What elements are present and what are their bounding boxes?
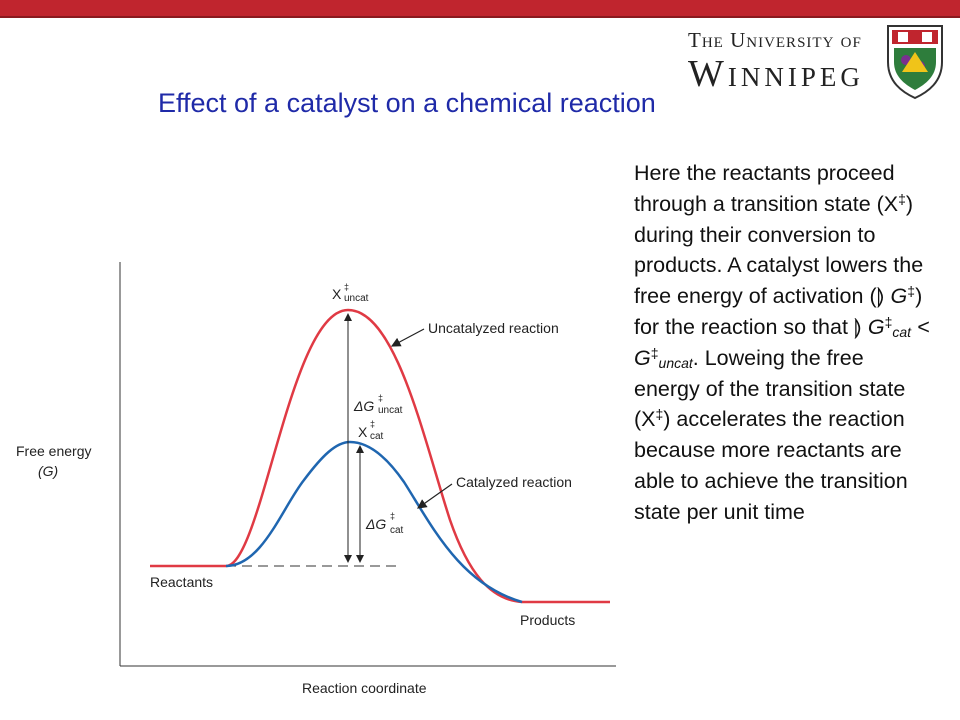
university-logo: The University of Winnipeg — [688, 22, 950, 102]
delta-g-uncat-sub: uncat — [378, 405, 403, 416]
delta-glyph-2: ⟭ — [853, 314, 862, 339]
reactants-label: Reactants — [150, 574, 213, 590]
x-axis-label: Reaction coordinate — [302, 680, 427, 696]
g-symbol-2: G — [867, 314, 885, 339]
cat-subscript: cat — [892, 323, 912, 340]
uncat-callout-arrow — [390, 328, 425, 347]
less-than-g: < G — [634, 314, 930, 370]
logo-line-1: The University of — [688, 28, 862, 52]
y-axis-symbol: (G) — [38, 463, 58, 479]
uncat-subscript: uncat — [658, 354, 693, 371]
products-label: Products — [520, 612, 575, 628]
dagger-2: ‡ — [907, 283, 916, 300]
dagger-4: ‡ — [650, 344, 659, 361]
uncatalyzed-curve — [150, 308, 610, 604]
cat-callout-arrow — [417, 483, 453, 509]
x-cat-sub: cat — [370, 431, 384, 442]
logo-line-2: Winnipeg — [688, 53, 864, 95]
cat-curve-label: Catalyzed reaction — [456, 474, 572, 490]
x-uncat-dagger: ‡ — [344, 282, 349, 292]
body-text-3: ) for the reaction so that — [634, 284, 923, 339]
dagger-5: ‡ — [655, 406, 664, 423]
x-cat-label: X — [358, 424, 368, 440]
y-axis-label: Free energy — [16, 443, 91, 459]
catalyzed-curve — [225, 440, 523, 604]
energy-diagram: Free energy (G) Reaction coordinate X ‡ … — [16, 262, 616, 696]
delta-g-cat-label: ΔG — [365, 516, 386, 532]
delta-g-uncat-dagger: ‡ — [378, 393, 383, 403]
body-text-5: ) accelerates the reaction because more … — [634, 407, 908, 524]
x-cat-dagger: ‡ — [370, 419, 375, 429]
dagger-1: ‡ — [898, 190, 906, 207]
dagger-3: ‡ — [884, 313, 893, 330]
uncat-curve-label: Uncatalyzed reaction — [428, 320, 559, 336]
x-uncat-label: X — [332, 286, 342, 302]
delta-g-uncat-label: ΔG — [353, 398, 374, 414]
g-symbol-1: G — [884, 284, 908, 309]
x-uncat-sub: uncat — [344, 293, 369, 304]
slide-title: Effect of a catalyst on a chemical react… — [158, 88, 656, 118]
delta-g-cat-sub: cat — [390, 525, 404, 536]
body-text-4: . Loweing the free energy of the transit… — [634, 345, 906, 432]
delta-g-cat-dagger: ‡ — [390, 511, 395, 521]
body-text-1: Here the reactants proceed through a tra… — [634, 161, 899, 216]
delta-glyph-1: ⟭ — [876, 284, 885, 309]
top-accent-bar — [0, 0, 960, 18]
body-text: Here the reactants proceed through a tra… — [634, 158, 934, 528]
crest-icon — [887, 25, 943, 100]
body-text-2: ) during their conversion to products. A… — [634, 191, 924, 309]
